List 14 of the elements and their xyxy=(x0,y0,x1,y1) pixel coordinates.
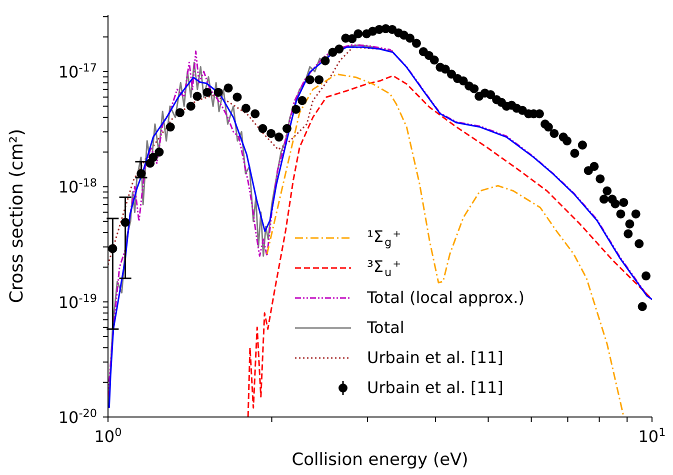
y-tick-label: 10$^{-19}$ xyxy=(58,291,97,312)
legend-label: ¹Σ$_{g}$⁺ xyxy=(367,227,402,250)
legend-label: ³Σ$_{u}$⁺ xyxy=(367,257,402,280)
legend-label: Urbain et al. [11] xyxy=(367,348,504,367)
legend-label: Urbain et al. [11] xyxy=(367,378,504,397)
y-tick-label: 10$^{-17}$ xyxy=(58,61,97,82)
x-axis-title: Collision energy (eV) xyxy=(292,450,468,470)
y-tick-label: 10$^{-20}$ xyxy=(58,406,97,427)
legend-label: Total (local approx.) xyxy=(367,288,524,307)
y-tick-label: 10$^{-18}$ xyxy=(58,176,97,197)
x-tick-label: 10$^{1}$ xyxy=(638,426,666,446)
y-axis-title: Cross section (cm²) xyxy=(6,128,28,304)
legend-label: Total xyxy=(367,318,404,337)
x-tick-label: 10$^{0}$ xyxy=(94,426,122,446)
